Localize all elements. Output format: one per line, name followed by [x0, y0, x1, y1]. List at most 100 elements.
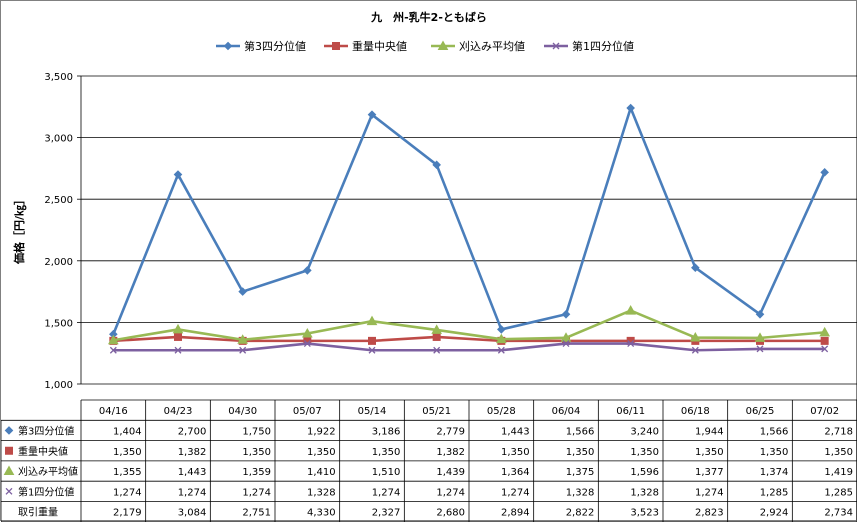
table-row: 刈込み平均値 1,355 1,443 1,359 1,410 1,510 1,439 1,36…: [3, 465, 853, 478]
table-cell: 2,924: [760, 508, 789, 519]
data-table: 04/16 04/23 04/30 05/07 05/14 05/21 05/28 06/04…: [1, 399, 857, 522]
table-cell: 2,823: [695, 508, 724, 519]
table-cell: 1,922: [307, 426, 336, 437]
data-point: [819, 326, 831, 337]
marker-stroke: [691, 346, 699, 354]
gridlines: [77, 75, 857, 385]
data-point: [239, 346, 247, 354]
marker-stroke: [627, 340, 635, 348]
marker-stroke: [239, 346, 247, 354]
data-point: [495, 333, 507, 344]
legend-item: 重量中央値: [324, 39, 407, 53]
series-line: [113, 335, 825, 343]
table-cell: 2,327: [372, 508, 401, 519]
x-category-label: 07/02: [810, 406, 839, 417]
table-cell: 1,350: [307, 447, 336, 458]
marker-stroke: [497, 346, 505, 354]
table-cell: 2,822: [566, 508, 595, 519]
table-cell: 1,274: [436, 487, 465, 498]
x-category-label: 05/14: [358, 406, 387, 417]
data-point: [303, 340, 311, 348]
table-cell: 1,596: [630, 467, 659, 478]
data-point: [366, 315, 378, 326]
data-point: [497, 325, 506, 334]
data-point: [237, 334, 249, 344]
y-axis-ticks: 1,000 1,500 2,000 2,500 3,000 3,500: [44, 72, 73, 391]
table-cell: 2,894: [501, 508, 530, 519]
marker-stroke: [562, 340, 570, 348]
data-point: [432, 160, 441, 170]
table-cell: 3,186: [372, 426, 401, 437]
row-legend-marker: [5, 487, 13, 495]
table-cell: 1,443: [501, 426, 530, 437]
data-point: [691, 263, 700, 273]
table-cell: 2,718: [824, 426, 853, 437]
data-point: [107, 334, 119, 345]
x-category-label: 06/04: [552, 406, 581, 417]
series-1: [109, 103, 829, 339]
marker-stroke: [368, 346, 376, 354]
marker-stroke: [5, 487, 13, 495]
x-category-label: 05/28: [487, 406, 516, 417]
table-cell: 1,350: [113, 447, 142, 458]
x-category-label: 06/25: [746, 406, 775, 417]
table-cell: 1,350: [695, 447, 724, 458]
data-point: [368, 346, 376, 354]
y-tick-label: 3,000: [44, 134, 73, 145]
series-line: [112, 106, 826, 335]
legend-marker: [437, 40, 449, 50]
data-point: [562, 340, 570, 348]
x-category-label: 06/11: [616, 406, 645, 417]
table-cell: 2,734: [824, 508, 853, 519]
legend-marker: [552, 42, 560, 50]
table-cell: 1,944: [695, 426, 724, 437]
table-cell: 1,375: [566, 467, 595, 478]
data-point: [172, 323, 184, 334]
table-cell: 1,274: [695, 487, 724, 498]
table-cell: 1,328: [566, 487, 595, 498]
data-point: [432, 332, 441, 341]
table-cell: 1,364: [501, 467, 530, 478]
table-cell: 1,419: [824, 467, 853, 478]
y-tick-label: 1,000: [44, 380, 73, 391]
data-point: [238, 287, 247, 296]
table-cell: 1,439: [436, 467, 465, 478]
series-layer: [107, 103, 831, 354]
data-point: [431, 324, 443, 334]
table-cell: 1,285: [824, 487, 853, 498]
legend-item: 第3四分位値: [216, 39, 306, 53]
series-4: [109, 340, 829, 354]
table-cell: 1,443: [178, 467, 207, 478]
data-point: [560, 332, 572, 342]
data-point: [561, 309, 571, 319]
table-cell: 1,350: [242, 447, 271, 458]
legend-label: 刈込み平均値: [459, 40, 525, 53]
y-axis-label: 価格［円/㎏］: [12, 194, 27, 265]
table-cell: 1,350: [501, 447, 530, 458]
y-tick-label: 2,500: [44, 195, 73, 206]
marker-stroke: [552, 42, 560, 50]
table-cell: 2,779: [436, 426, 465, 437]
marker-stroke: [174, 346, 182, 354]
table-cell: 3,084: [178, 508, 207, 519]
x-category-label: 05/07: [293, 406, 322, 417]
table-cell: 1,359: [242, 467, 271, 478]
table-cell: 1,350: [824, 447, 853, 458]
table-cell: 1,285: [760, 487, 789, 498]
table-row: 第1四分位値 1,274 1,274 1,274 1,328 1,274 1,274 1,27…: [5, 485, 853, 498]
table-cell: 2,700: [178, 426, 207, 437]
x-category-label: 04/16: [99, 406, 128, 417]
table-cell: 1,328: [307, 487, 336, 498]
table-row: 取引重量 2,179 3,084 2,751 4,330 2,327 2,680 2,894 2…: [18, 506, 853, 519]
x-category-label: 04/30: [228, 406, 257, 417]
table-cell: 1,350: [372, 447, 401, 458]
data-point: [756, 345, 764, 353]
data-point: [820, 168, 829, 177]
row-header: 第3四分位値: [18, 424, 74, 437]
table-cell: 1,377: [695, 467, 724, 478]
table-cell: 1,350: [566, 447, 595, 458]
data-point: [497, 346, 505, 354]
marker-stroke: [756, 345, 764, 353]
data-point: [689, 332, 701, 342]
